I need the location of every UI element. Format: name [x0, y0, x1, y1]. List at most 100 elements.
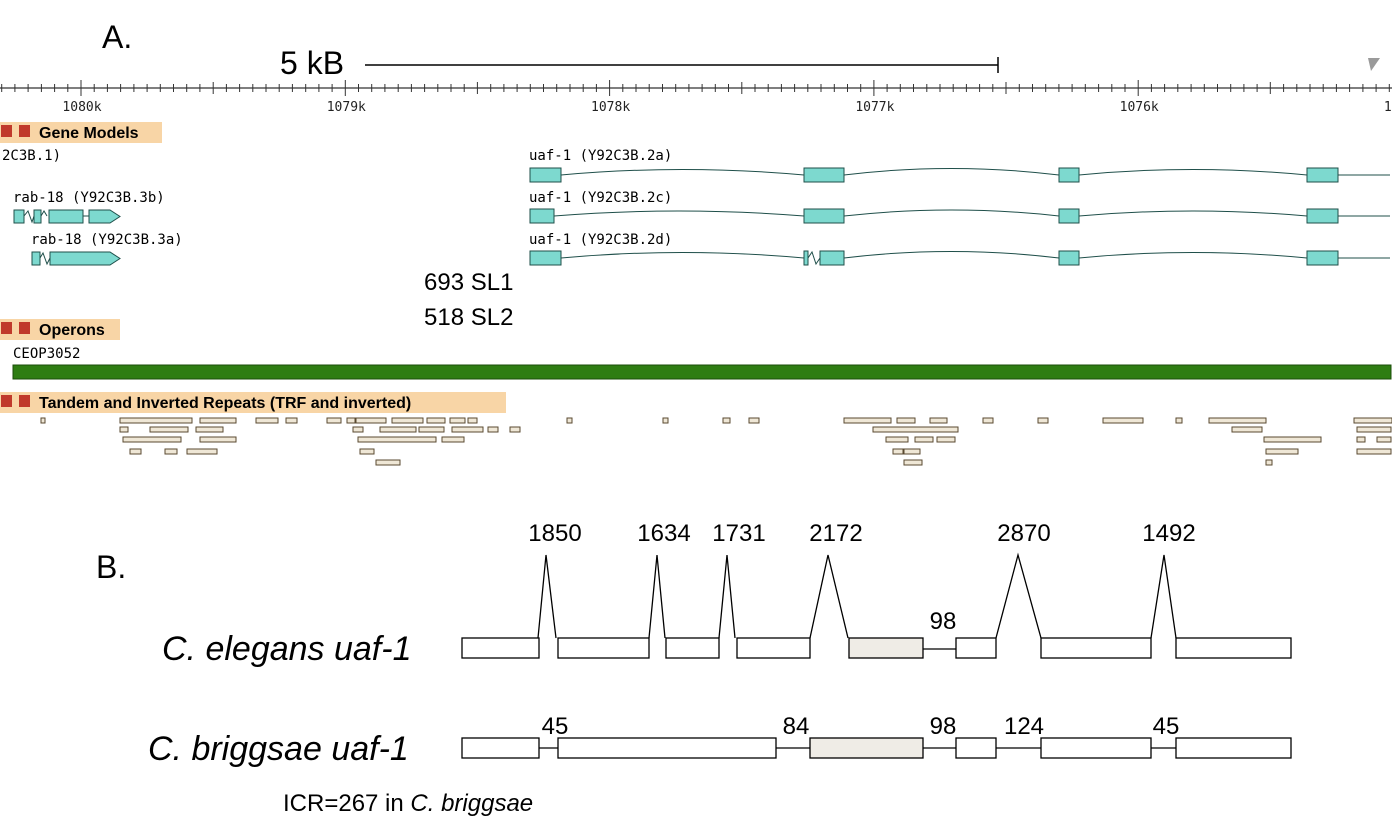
track-title: Operons — [39, 322, 105, 339]
repeat-feature[interactable] — [285, 417, 298, 424]
gene-label-rab18-3a: rab-18 (Y92C3B.3a) — [31, 232, 183, 248]
repeat-feature[interactable] — [982, 417, 994, 424]
gene-model-uaf1-2a[interactable] — [529, 167, 1390, 183]
gene-model-rab18-3a[interactable] — [31, 251, 121, 266]
repeat-feature[interactable] — [119, 426, 129, 433]
panel-a-label: A. — [102, 19, 132, 55]
repeat-feature[interactable] — [149, 426, 189, 433]
operon-bar[interactable] — [12, 364, 1392, 380]
icr-note: ICR=267 in C. briggsae — [283, 790, 533, 817]
icr-prefix: ICR=267 in — [283, 790, 410, 817]
repeat-feature[interactable] — [164, 448, 178, 455]
elegans-label: C. elegans uaf-1 — [162, 630, 412, 668]
ruler-tick-label: 1080k — [62, 100, 101, 115]
repeat-feature[interactable] — [936, 436, 956, 443]
track-header-repeats[interactable]: Tandem and Inverted Repeats (TRF and inv… — [0, 392, 506, 413]
repeat-feature[interactable] — [1356, 426, 1392, 433]
repeat-feature[interactable] — [441, 436, 465, 443]
repeat-feature[interactable] — [1037, 417, 1049, 424]
gene-model-uaf1-2c[interactable] — [529, 208, 1390, 224]
repeat-feature[interactable] — [359, 448, 375, 455]
gene-label-rab18-3b: rab-18 (Y92C3B.3b) — [13, 190, 165, 206]
gene-label-uaf1-2a: uaf-1 (Y92C3B.2a) — [529, 148, 672, 164]
repeat-feature[interactable] — [509, 426, 521, 433]
repeat-feature[interactable] — [255, 417, 279, 424]
repeat-feature[interactable] — [352, 426, 364, 433]
repeat-feature[interactable] — [449, 417, 466, 424]
repeat-feature[interactable] — [355, 417, 387, 424]
gene-model-rab18-3b[interactable] — [13, 209, 121, 224]
repeat-feature[interactable] — [1263, 436, 1322, 443]
repeat-feature[interactable] — [1102, 417, 1144, 424]
sl1-count: 693 SL1 — [424, 269, 513, 296]
repeat-feature[interactable] — [1231, 426, 1263, 433]
help-track-icon[interactable] — [19, 395, 30, 407]
close-track-icon[interactable] — [1, 125, 12, 137]
repeat-feature[interactable] — [722, 417, 731, 424]
gene-label-uaf1-2d: uaf-1 (Y92C3B.2d) — [529, 232, 672, 248]
repeat-feature[interactable] — [892, 448, 904, 455]
track-header-operons[interactable]: Operons — [0, 319, 120, 340]
repeat-feature[interactable] — [896, 417, 916, 424]
repeat-feature[interactable] — [195, 426, 224, 433]
repeat-feature[interactable] — [1208, 417, 1267, 424]
repeat-feature[interactable] — [843, 417, 892, 424]
repeat-feature[interactable] — [391, 417, 424, 424]
track-header-bg — [0, 392, 506, 413]
help-track-icon[interactable] — [19, 125, 30, 137]
scale-bar-label: 5 kB — [280, 45, 344, 81]
repeat-feature[interactable] — [357, 436, 437, 443]
repeat-feature[interactable] — [426, 417, 446, 424]
ruler-tick-label: 1077k — [855, 100, 894, 115]
help-track-icon[interactable] — [19, 322, 30, 334]
close-track-icon[interactable] — [1, 395, 12, 407]
repeat-feature[interactable] — [467, 417, 478, 424]
repeat-feature[interactable] — [1353, 417, 1392, 424]
repeat-feature[interactable] — [748, 417, 760, 424]
repeat-feature[interactable] — [1175, 417, 1183, 424]
repeat-feature[interactable] — [379, 426, 417, 433]
elegans-intron-length: 2172 — [809, 520, 862, 547]
repeat-feature[interactable] — [1265, 448, 1299, 455]
repeat-feature[interactable] — [885, 436, 909, 443]
elegans-intron-length: 2870 — [997, 520, 1050, 547]
repeat-feature[interactable] — [451, 426, 484, 433]
repeat-feature[interactable] — [872, 426, 959, 433]
expand-arrow-icon[interactable] — [1368, 58, 1380, 71]
repeat-feature[interactable] — [566, 417, 573, 424]
repeat-feature[interactable] — [1356, 448, 1392, 455]
repeat-feature[interactable] — [375, 459, 401, 466]
coordinate-ruler — [0, 80, 1392, 96]
repeat-feature[interactable] — [122, 436, 182, 443]
elegans-introns — [537, 552, 1177, 650]
briggsae-intron-length: 98 — [930, 713, 957, 740]
repeat-feature[interactable] — [1265, 459, 1273, 466]
repeat-feature[interactable] — [418, 426, 445, 433]
repeat-feature[interactable] — [119, 417, 193, 424]
gene-label-uaf1-2c: uaf-1 (Y92C3B.2c) — [529, 190, 672, 206]
repeat-feature[interactable] — [326, 417, 342, 424]
track-header-bg — [0, 122, 162, 143]
ruler-tick-label: 1075k — [1384, 100, 1392, 115]
repeat-feature[interactable] — [346, 417, 356, 424]
elegans-exons — [461, 637, 1292, 659]
elegans-intron-length: 1634 — [637, 520, 690, 547]
repeat-feature[interactable] — [903, 448, 921, 455]
repeat-feature[interactable] — [1356, 436, 1366, 443]
repeat-feature[interactable] — [186, 448, 218, 455]
repeat-feature[interactable] — [914, 436, 934, 443]
repeat-feature[interactable] — [199, 417, 237, 424]
repeat-feature[interactable] — [1376, 436, 1392, 443]
ruler-labels: 1080k1079k1078k1077k1076k1075k1074k1073k… — [62, 100, 1392, 115]
repeat-feature[interactable] — [487, 426, 499, 433]
close-track-icon[interactable] — [1, 322, 12, 334]
track-header-gene-models[interactable]: Gene Models — [0, 122, 162, 143]
repeat-feature[interactable] — [903, 459, 923, 466]
repeat-feature[interactable] — [929, 417, 948, 424]
repeat-feature[interactable] — [40, 417, 46, 424]
repeat-feature[interactable] — [662, 417, 669, 424]
repeat-feature[interactable] — [199, 436, 237, 443]
gene-model-uaf1-2d[interactable] — [529, 250, 1390, 266]
repeat-feature[interactable] — [129, 448, 142, 455]
